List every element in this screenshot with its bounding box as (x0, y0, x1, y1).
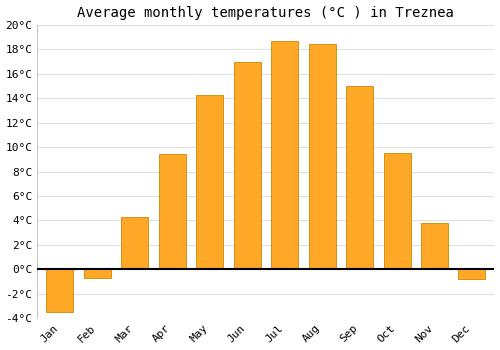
Bar (421, 223, 448, 269)
Bar (84, 269, 111, 278)
Title: Average monthly temperatures (°C ) in Treznea: Average monthly temperatures (°C ) in Tr… (78, 6, 454, 20)
Bar (122, 217, 148, 269)
Bar (159, 154, 186, 269)
Bar (196, 94, 223, 269)
Bar (46, 269, 74, 312)
Bar (384, 153, 410, 269)
Bar (271, 41, 298, 269)
Bar (346, 86, 373, 269)
Bar (234, 62, 260, 269)
Bar (308, 44, 336, 269)
Bar (458, 269, 485, 279)
